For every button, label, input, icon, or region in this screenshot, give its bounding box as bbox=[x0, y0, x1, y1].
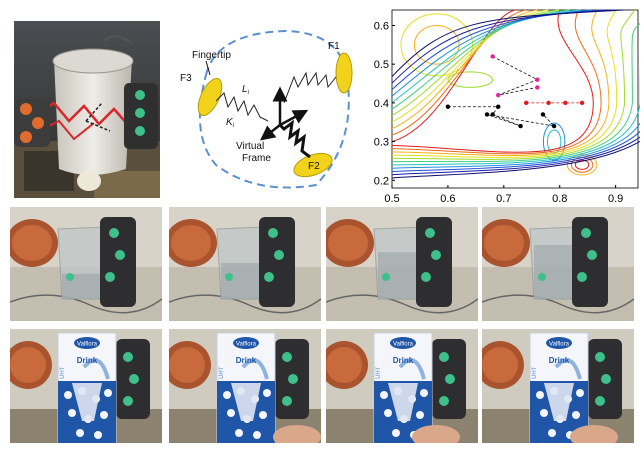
glass-grasp-frame bbox=[169, 207, 321, 321]
carton-side-text: UHT bbox=[60, 366, 66, 379]
carton-grasp-frame: Valflora Drink UHT bbox=[482, 329, 634, 443]
svg-text:Ki: Ki bbox=[226, 117, 235, 129]
x-tick-label: 0.8 bbox=[552, 193, 567, 205]
svg-text:Li: Li bbox=[242, 84, 250, 96]
contour-ring bbox=[574, 159, 590, 170]
contour-line bbox=[391, 9, 602, 155]
trajectory-point bbox=[535, 85, 540, 90]
trajectory-point bbox=[540, 112, 546, 117]
trajectory-point bbox=[490, 112, 495, 117]
y-tick-label: 0.6 bbox=[374, 20, 389, 32]
carton-brand: Valflora bbox=[549, 342, 570, 348]
contour-line bbox=[391, 9, 640, 179]
contour-ring bbox=[447, 71, 494, 88]
x-tick-label: 0.9 bbox=[608, 193, 623, 205]
x-tick-label: 0.7 bbox=[496, 193, 511, 205]
spring-left bbox=[215, 92, 269, 122]
x-tick-label: 0.5 bbox=[384, 193, 399, 205]
carton-brand: Valflora bbox=[236, 342, 257, 348]
trajectory-point bbox=[563, 100, 568, 106]
trajectory-point bbox=[484, 112, 490, 117]
contour-plot: 0.5 0.6 0.7 0.8 0.9 0.2 0.3 0.4 0.5 0.6 bbox=[372, 6, 640, 206]
carton-product: Drink bbox=[549, 356, 570, 365]
carton-product: Drink bbox=[393, 356, 414, 365]
carton-side-text: UHT bbox=[376, 366, 382, 379]
trajectory-point bbox=[535, 77, 540, 82]
trajectory-point bbox=[579, 100, 585, 106]
grasp-outline bbox=[198, 29, 350, 189]
trajectory-point bbox=[445, 104, 451, 109]
label-li-sub: i bbox=[248, 90, 250, 96]
label-li: L bbox=[242, 84, 248, 95]
contour-ring bbox=[542, 122, 566, 161]
carton-brand: Valflora bbox=[77, 342, 98, 348]
trajectory-point bbox=[523, 100, 529, 106]
trajectory-point bbox=[518, 123, 523, 129]
trajectory-point bbox=[496, 92, 501, 98]
contour-line bbox=[391, 9, 618, 158]
label-f3: F3 bbox=[180, 73, 192, 84]
spring-right bbox=[283, 71, 337, 104]
label-f2: F2 bbox=[308, 161, 320, 172]
carton-grasp-frame: Valflora Drink UHT bbox=[169, 329, 321, 443]
carton-grasp-frame: Valflora Drink UHT bbox=[10, 329, 162, 443]
glass-grasp-frame bbox=[326, 207, 478, 321]
trajectory-point bbox=[496, 104, 501, 109]
fingertip-f3 bbox=[197, 77, 223, 117]
label-ki: K bbox=[226, 117, 234, 128]
trajectory-point bbox=[490, 54, 495, 59]
label-ki-sub: i bbox=[233, 123, 235, 129]
fingertip-f1 bbox=[335, 52, 353, 94]
y-tick-label: 0.5 bbox=[374, 59, 389, 71]
contour-lines bbox=[391, 9, 640, 179]
carton-product: Drink bbox=[236, 356, 257, 365]
contour-ring bbox=[546, 129, 562, 154]
y-tick-label: 0.4 bbox=[374, 98, 389, 110]
carton-side-text: UHT bbox=[219, 366, 225, 379]
trajectory-line bbox=[492, 56, 539, 96]
contour-ring bbox=[566, 154, 598, 176]
carton-brand: Valflora bbox=[393, 342, 414, 348]
carton-grasp-frame: Valflora Drink UHT bbox=[326, 329, 478, 443]
label-f1: F1 bbox=[328, 41, 340, 52]
glass-grasp-frame bbox=[10, 207, 162, 321]
label-frame: Frame bbox=[242, 153, 271, 164]
trajectories bbox=[445, 54, 585, 129]
contour-ring bbox=[400, 13, 474, 77]
contour-line bbox=[391, 9, 610, 157]
trajectory-point bbox=[551, 123, 557, 129]
virtual-frame-diagram: Fingertip F3 F1 F2 Li Ki Virtual Frame bbox=[176, 25, 366, 195]
label-virtual: Virtual bbox=[236, 141, 264, 152]
y-ticks: 0.2 0.3 0.4 0.5 0.6 bbox=[374, 20, 395, 187]
contour-ring bbox=[413, 24, 460, 65]
spring-bottom bbox=[278, 119, 311, 159]
glass-grasp-frame bbox=[482, 207, 634, 321]
y-tick-label: 0.2 bbox=[374, 175, 389, 187]
y-tick-label: 0.3 bbox=[374, 137, 389, 149]
trajectory-point bbox=[546, 100, 551, 106]
robot-hand-photo bbox=[14, 21, 160, 198]
x-tick-label: 0.6 bbox=[440, 193, 455, 205]
label-fingertip: Fingertip bbox=[192, 50, 231, 61]
carton-side-text: UHT bbox=[532, 366, 538, 379]
x-ticks: 0.5 0.6 0.7 0.8 0.9 bbox=[384, 185, 623, 205]
contour-line bbox=[391, 9, 594, 153]
carton-product: Drink bbox=[77, 356, 98, 365]
